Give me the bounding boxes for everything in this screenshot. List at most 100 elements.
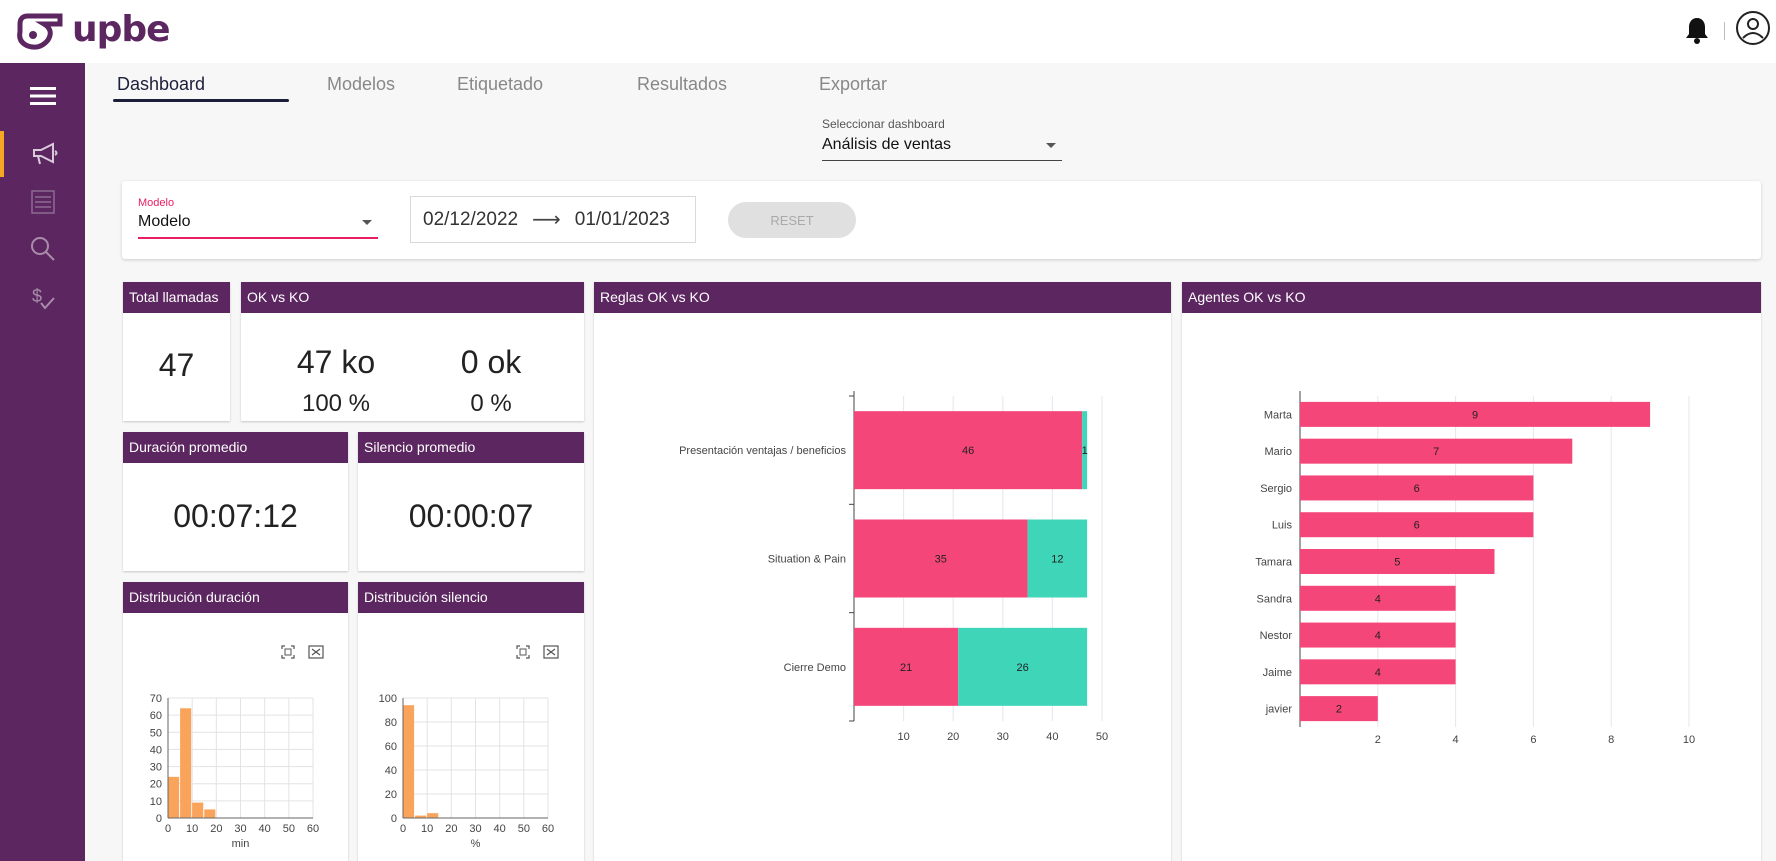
category-label: Presentación ventajas / beneficios (679, 445, 846, 457)
category-label: Sandra (1257, 593, 1293, 605)
sidebar: $ (0, 63, 85, 861)
model-select[interactable]: Modelo Modelo (138, 197, 378, 239)
user-icon[interactable] (1735, 10, 1771, 46)
tab-resultados-label: Resultados (637, 74, 728, 94)
app-logo[interactable]: upbe (14, 9, 171, 50)
header-divider (1724, 22, 1725, 40)
model-select-value[interactable]: Modelo (138, 213, 378, 239)
data-label: 35 (935, 554, 947, 566)
x-tick-label: 4 (1453, 734, 1459, 746)
sidebar-item-campaigns[interactable] (0, 131, 85, 177)
y-tick-label: 20 (150, 779, 162, 791)
date-range-picker[interactable]: 02/12/2022 ⟶ 01/01/2023 (410, 196, 696, 243)
card-agents-ok-vs-ko: Agentes OK vs KO 2 4 6 8 10 Marta 9 Mario 7 Sergi… (1182, 282, 1761, 861)
x-tick-label: 6 (1530, 734, 1536, 746)
date-end[interactable]: 01/01/2023 (574, 208, 670, 230)
y-tick-label: 20 (385, 789, 397, 801)
sidebar-item-list[interactable] (0, 179, 85, 225)
app-name: upbe (72, 9, 171, 50)
x-tick-label: 60 (307, 823, 319, 835)
agent-bar (1300, 696, 1378, 722)
agent-bar (1300, 585, 1456, 611)
stacked-bar-segment (854, 411, 1083, 490)
reset-zoom-icon[interactable] (308, 644, 324, 660)
data-label: 21 (900, 662, 912, 674)
list-icon (30, 190, 55, 214)
card-total-calls: Total llamadas 47 (123, 282, 230, 421)
stacked-bar-segment (854, 627, 959, 706)
ok-count: 0 ok (460, 344, 522, 380)
x-tick-label: 60 (542, 823, 554, 835)
ok-percent: 0 % (470, 390, 512, 417)
x-tick-label: 50 (518, 823, 530, 835)
sidebar-item-billing[interactable]: $ (0, 276, 85, 322)
y-tick-label: 60 (150, 710, 162, 722)
date-start[interactable]: 02/12/2022 (423, 208, 519, 230)
silence-histogram: 0 10 20 30 40 50 60 0 20 40 60 80 100% (379, 693, 554, 850)
card-avg-silence: Silencio promedio 00:00:07 (358, 432, 584, 571)
tab-etiquetado[interactable]: Etiquetado (457, 72, 543, 102)
y-tick-label: 30 (150, 762, 162, 774)
card-rules-ok-vs-ko: Reglas OK vs KO 10 20 30 40 50 Presentación v… (594, 282, 1171, 861)
data-label: 2 (1336, 704, 1342, 716)
sidebar-item-search[interactable] (0, 226, 85, 272)
tab-dashboard[interactable]: Dashboard (113, 72, 289, 102)
x-axis-label: min (232, 838, 250, 850)
data-label: 5 (1394, 557, 1400, 569)
bell-icon[interactable] (1684, 16, 1710, 44)
category-label: Cierre Demo (784, 662, 846, 674)
tab-modelos-label: Modelos (327, 74, 396, 94)
card-avg-duration: Duración promedio 00:07:12 (123, 432, 348, 571)
total-calls-value: 47 (158, 347, 195, 383)
stacked-bar-segment (1027, 519, 1088, 598)
x-tick-label: 20 (947, 731, 959, 743)
zoom-icon[interactable] (515, 644, 531, 660)
card-title: Duración promedio (123, 432, 348, 463)
dashboard-select[interactable]: Seleccionar dashboard Análisis de ventas (822, 117, 1062, 161)
data-label: 6 (1414, 520, 1420, 532)
histogram-bar (403, 705, 415, 818)
stacked-bar-segment (958, 627, 1088, 706)
tab-modelos[interactable]: Modelos (283, 72, 440, 102)
chevron-down-icon (1046, 143, 1056, 148)
stacked-bar-segment (1082, 411, 1088, 490)
card-title: Distribución duración (123, 582, 348, 613)
tab-resultados[interactable]: Resultados (637, 72, 727, 102)
tab-exportar[interactable]: Exportar (819, 72, 887, 102)
x-tick-label: 0 (400, 823, 406, 835)
avg-duration-value: 00:07:12 (173, 498, 298, 534)
data-label: 4 (1375, 667, 1381, 679)
agent-bar (1300, 475, 1534, 501)
duration-histogram: 0 10 20 30 40 50 60 0 10 20 30 40 50 60 70 min (150, 693, 319, 850)
zoom-icon[interactable] (280, 644, 296, 660)
hamburger-icon (29, 87, 56, 105)
x-tick-label: 50 (1096, 731, 1108, 743)
category-label: Tamara (1255, 557, 1293, 569)
category-label: Sergio (1260, 483, 1292, 495)
histogram-bar (427, 813, 439, 818)
model-select-label: Modelo (138, 197, 175, 209)
y-tick-label: 40 (385, 765, 397, 777)
ko-count: 47 ko (296, 344, 376, 380)
histogram-bar (415, 815, 427, 818)
reset-zoom-icon[interactable] (543, 644, 559, 660)
tab-etiquetado-label: Etiquetado (457, 74, 544, 94)
tab-exportar-label: Exportar (819, 74, 888, 94)
y-tick-label: 50 (150, 727, 162, 739)
dashboard-select-value[interactable]: Análisis de ventas (822, 136, 1062, 161)
rules-chart: 10 20 30 40 50 Presentación ventajas / benefi… (679, 391, 1108, 743)
reset-button[interactable]: RESET (728, 202, 856, 238)
category-label: Situation & Pain (768, 554, 846, 566)
card-title: Total llamadas (123, 282, 230, 313)
hamburger-menu-button[interactable] (0, 73, 85, 119)
card-silence-distribution: Distribución silencio 0 10 20 30 40 50 60 0 20 40… (358, 582, 584, 861)
y-tick-label: 100 (379, 693, 397, 705)
category-label: Jaime (1263, 667, 1292, 679)
card-title: Reglas OK vs KO (594, 282, 1171, 313)
x-tick-label: 2 (1375, 734, 1381, 746)
data-label: 7 (1433, 446, 1439, 458)
x-tick-label: 30 (234, 823, 246, 835)
histogram-bar (192, 802, 204, 818)
dashboard-select-value-text: Análisis de ventas (822, 136, 951, 153)
y-tick-label: 60 (385, 741, 397, 753)
